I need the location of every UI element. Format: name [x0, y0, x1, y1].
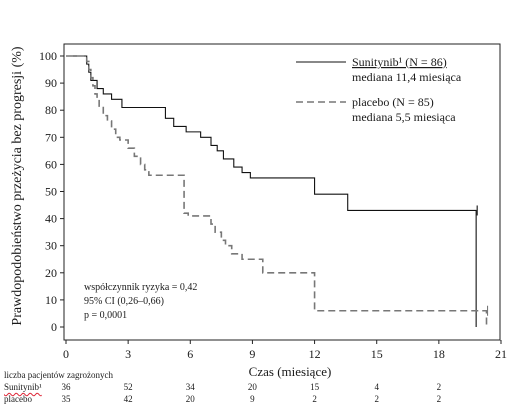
- x-axis-ticks: 0 3 6 9 12 15 18 21: [63, 340, 507, 361]
- risk-cell: 52: [123, 382, 133, 392]
- risk-row-label: placebo: [4, 394, 32, 404]
- x-tick-label: 21: [495, 347, 507, 361]
- risk-cell: 20: [185, 394, 195, 404]
- risk-cell: 2: [312, 394, 317, 404]
- x-tick-label: 6: [187, 347, 193, 361]
- risk-cell: 36: [61, 382, 71, 392]
- risk-cell: 42: [123, 394, 133, 404]
- x-tick-label: 18: [433, 347, 445, 361]
- y-axis-ticks: 0 10 20 30 40 50 60 70 80 90 100: [39, 49, 64, 334]
- sunitynib-curve: [66, 55, 477, 327]
- x-axis-label: Czas (miesiące): [249, 364, 332, 379]
- y-tick-label: 30: [45, 239, 57, 253]
- y-tick-label: 90: [45, 76, 57, 90]
- risk-cell: 4: [374, 382, 379, 392]
- legend: Sunitynib¹ (N = 86)mediana 11,4 miesiąca…: [296, 55, 462, 124]
- legend-series-name: placebo (N = 85): [352, 95, 434, 109]
- risk-cell: 35: [61, 394, 71, 404]
- y-axis-label: Prawdopodobieństwo przeżycia bez progres…: [10, 46, 25, 325]
- risk-row-placebo: placebo 35 42 20 9 2 2 2: [4, 394, 513, 406]
- confidence-interval-line: 95% CI (0,26–0,66): [84, 296, 164, 307]
- risk-row-label: Sunitynib¹: [4, 382, 42, 392]
- x-tick-label: 3: [125, 347, 131, 361]
- legend-series-median: mediana 5,5 miesiąca: [352, 110, 456, 124]
- y-tick-label: 70: [45, 130, 57, 144]
- y-tick-label: 60: [45, 157, 57, 171]
- risk-table-title: liczba pacjentów zagrożonych: [4, 370, 113, 380]
- risk-cell: 15: [310, 382, 320, 392]
- risk-cell: 2: [436, 394, 442, 404]
- x-tick-label: 9: [249, 347, 255, 361]
- hazard-ratio-annotation: współczynnik ryzyka = 0,42 95% CI (0,26–…: [84, 282, 197, 321]
- survival-curves: [66, 55, 488, 327]
- placebo-curve: [66, 55, 488, 327]
- y-tick-label: 50: [45, 185, 57, 199]
- y-tick-label: 20: [45, 266, 57, 280]
- legend-series-name: Sunitynib¹ (N = 86): [352, 55, 447, 69]
- y-tick-label: 80: [45, 103, 57, 117]
- risk-row-sunitynib: Sunitynib¹ 36 52 34 20 15 4 2: [4, 382, 513, 394]
- censor-marks: [476, 205, 489, 316]
- y-tick-label: 40: [45, 212, 57, 226]
- y-tick-label: 10: [45, 293, 57, 307]
- risk-cell: 34: [185, 382, 195, 392]
- legend-series-median: mediana 11,4 miesiąca: [352, 70, 462, 84]
- risk-cell: 9: [250, 394, 255, 404]
- risk-cell: 2: [374, 394, 379, 404]
- risk-cell: 2: [436, 382, 442, 392]
- y-tick-label: 100: [39, 49, 57, 63]
- hazard-ratio-line: współczynnik ryzyka = 0,42: [84, 282, 197, 293]
- patients-at-risk-table: liczba pacjentów zagrożonych Sunitynib¹ …: [4, 370, 513, 420]
- x-tick-label: 0: [63, 347, 69, 361]
- x-tick-label: 15: [371, 347, 383, 361]
- x-tick-label: 12: [309, 347, 321, 361]
- y-tick-label: 0: [51, 320, 57, 334]
- risk-cell: 20: [247, 382, 257, 392]
- p-value-line: p = 0,0001: [84, 310, 127, 321]
